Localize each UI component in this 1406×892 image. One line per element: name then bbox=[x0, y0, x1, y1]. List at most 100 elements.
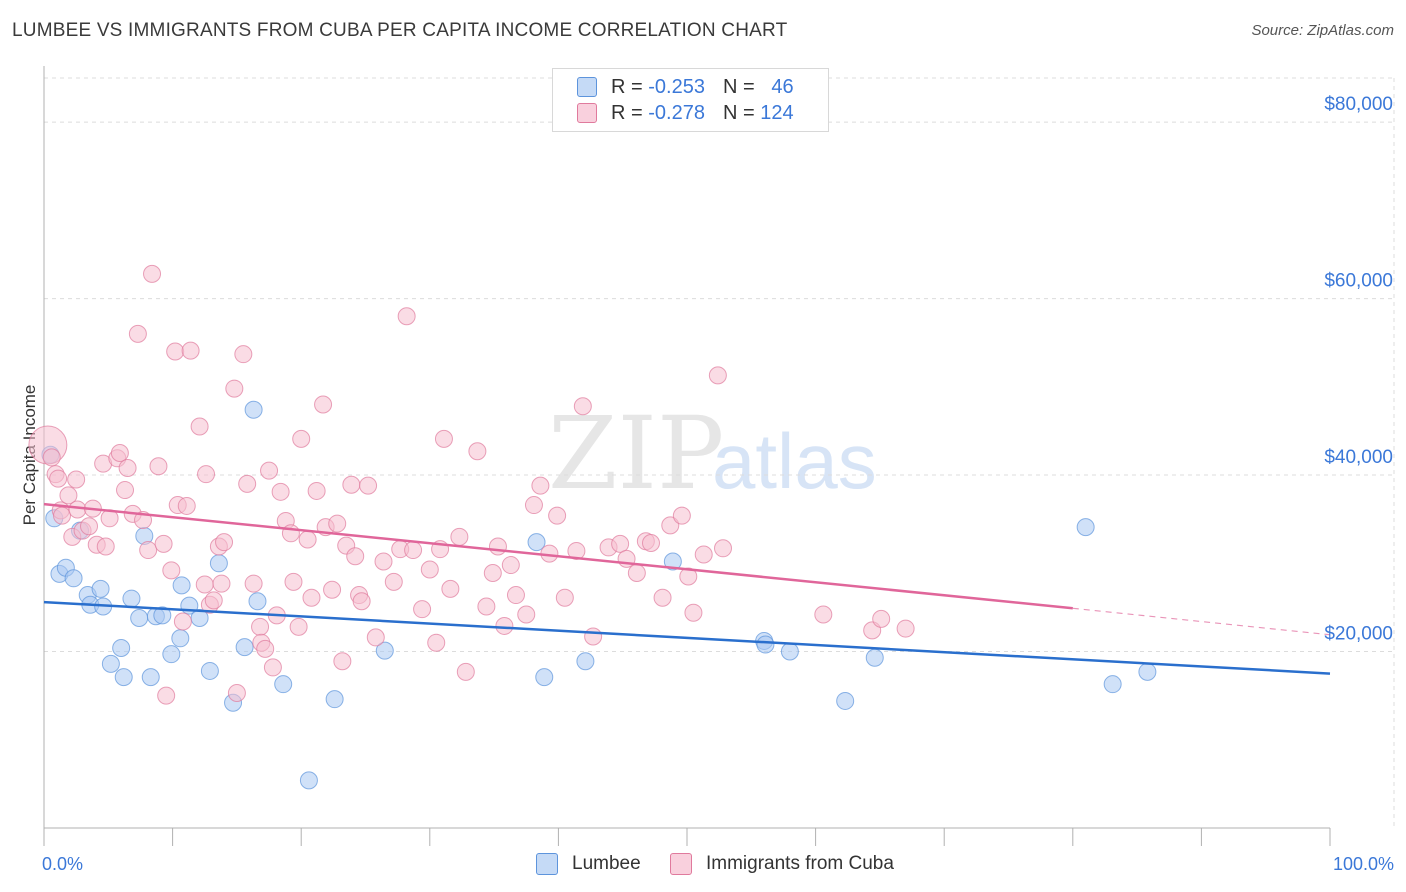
lumbee-point bbox=[248, 592, 267, 611]
lumbee-point bbox=[535, 668, 554, 687]
cuba-point bbox=[298, 530, 317, 549]
cuba-point bbox=[488, 537, 507, 556]
lumbee-point bbox=[172, 576, 191, 595]
cuba-point bbox=[346, 547, 365, 566]
lumbee-point bbox=[663, 552, 682, 571]
lumbee-point bbox=[865, 648, 884, 667]
lumbee-point bbox=[114, 668, 133, 687]
cuba-point bbox=[501, 556, 520, 575]
legend-n-value: 124 bbox=[760, 101, 794, 124]
lumbee-point bbox=[141, 668, 160, 687]
lumbee-point bbox=[122, 589, 141, 608]
y-tick-labels: $20,000 $40,000 $60,000 $80,000 bbox=[1324, 94, 1393, 644]
cuba-point bbox=[679, 567, 698, 586]
lumbee-point bbox=[274, 675, 293, 694]
cuba-point bbox=[450, 527, 469, 546]
trend-lines bbox=[43, 502, 1331, 675]
cuba-point bbox=[181, 341, 200, 360]
cuba-point bbox=[118, 459, 137, 477]
cuba-trend-extension bbox=[1072, 607, 1331, 636]
cuba-point bbox=[173, 612, 192, 631]
cuba-point bbox=[302, 588, 321, 607]
legend-r-label: R = bbox=[611, 101, 643, 124]
cuba-point bbox=[289, 617, 308, 636]
bottom-legend-label-cuba: Immigrants from Cuba bbox=[706, 853, 894, 874]
cuba-point bbox=[441, 579, 460, 598]
cuba-point bbox=[477, 597, 496, 616]
cuba-point bbox=[506, 586, 525, 605]
x-tick-label: 0.0% bbox=[42, 854, 83, 874]
legend-row-cuba: R = -0.278 N = 124 bbox=[577, 101, 794, 125]
y-tick-label: $20,000 bbox=[1324, 624, 1393, 645]
legend-swatch-lumbee bbox=[577, 77, 597, 97]
cuba-point bbox=[154, 534, 173, 553]
cuba-point bbox=[212, 574, 231, 593]
bottom-legend-cuba: Immigrants from Cuba bbox=[670, 850, 894, 878]
lumbee-point bbox=[527, 533, 546, 552]
cuba-point bbox=[80, 517, 99, 536]
legend-row-lumbee: R = -0.253 N = 46 bbox=[577, 75, 794, 99]
legend-r-value: -0.253 bbox=[648, 75, 705, 98]
cuba-point bbox=[413, 600, 432, 619]
cuba-point bbox=[307, 481, 326, 500]
cuba-point bbox=[68, 500, 87, 519]
lumbee-point bbox=[235, 638, 254, 657]
legend-n-value: 46 bbox=[771, 75, 794, 98]
x-tick-labels: 0.0% 100.0% bbox=[42, 854, 1394, 874]
cuba-point bbox=[323, 580, 342, 599]
legend-r-label: R = bbox=[611, 75, 643, 98]
stats-legend: R = -0.253 N = 46 R = -0.278 N = 124 bbox=[552, 68, 829, 132]
cuba-trend-line bbox=[43, 502, 1073, 610]
lumbee-point bbox=[375, 641, 394, 660]
legend-n-label: N = bbox=[722, 75, 755, 98]
lumbee-point bbox=[244, 400, 263, 419]
cuba-point bbox=[314, 395, 333, 414]
legend-n-label: N = bbox=[722, 101, 755, 124]
cuba-point bbox=[611, 534, 630, 553]
y-tick-label: $80,000 bbox=[1324, 94, 1393, 115]
cuba-point bbox=[195, 575, 214, 594]
cuba-point bbox=[292, 429, 311, 448]
cuba-point bbox=[42, 448, 61, 467]
cuba-point bbox=[694, 545, 713, 564]
cuba-point bbox=[244, 574, 263, 593]
cuba-point bbox=[468, 442, 487, 461]
cuba-point bbox=[110, 444, 129, 462]
cuba-point bbox=[342, 475, 361, 494]
legend-r-value: -0.278 bbox=[648, 101, 705, 124]
cuba-point bbox=[548, 506, 567, 525]
legend-swatch-cuba bbox=[577, 103, 597, 123]
cuba-point bbox=[555, 588, 574, 607]
cuba-point bbox=[49, 469, 68, 488]
lumbee-point bbox=[780, 642, 799, 661]
cuba-point bbox=[627, 564, 646, 582]
cuba-point bbox=[190, 417, 209, 436]
cuba-point bbox=[366, 628, 385, 647]
y-tick-label: $60,000 bbox=[1324, 271, 1393, 292]
lumbee-point bbox=[153, 606, 172, 625]
cuba-point bbox=[672, 506, 691, 525]
lumbee-point bbox=[209, 554, 228, 573]
bottom-legend-label-lumbee: Lumbee bbox=[572, 853, 641, 874]
cuba-point bbox=[684, 603, 703, 622]
cuba-point bbox=[333, 652, 352, 671]
cuba-point bbox=[495, 616, 514, 635]
cuba-point bbox=[284, 572, 303, 591]
cuba-point bbox=[139, 541, 158, 560]
cuba-point bbox=[227, 684, 246, 702]
lumbee-point bbox=[1103, 675, 1122, 694]
source-label: Source: ZipAtlas.com bbox=[1251, 22, 1394, 39]
cuba-point bbox=[584, 627, 603, 646]
watermark: ZIP atlas bbox=[548, 395, 877, 512]
cuba-point bbox=[271, 482, 290, 501]
lumbee-point bbox=[1138, 662, 1157, 681]
cuba-point bbox=[714, 539, 733, 558]
cuba-point bbox=[517, 605, 536, 624]
cuba-point bbox=[162, 561, 181, 580]
cuba-point bbox=[814, 605, 833, 624]
lumbee-point bbox=[200, 661, 219, 680]
axes bbox=[43, 66, 1331, 846]
cuba-point bbox=[434, 429, 453, 448]
cuba-point bbox=[238, 474, 257, 493]
watermark-atlas: atlas bbox=[712, 417, 877, 505]
